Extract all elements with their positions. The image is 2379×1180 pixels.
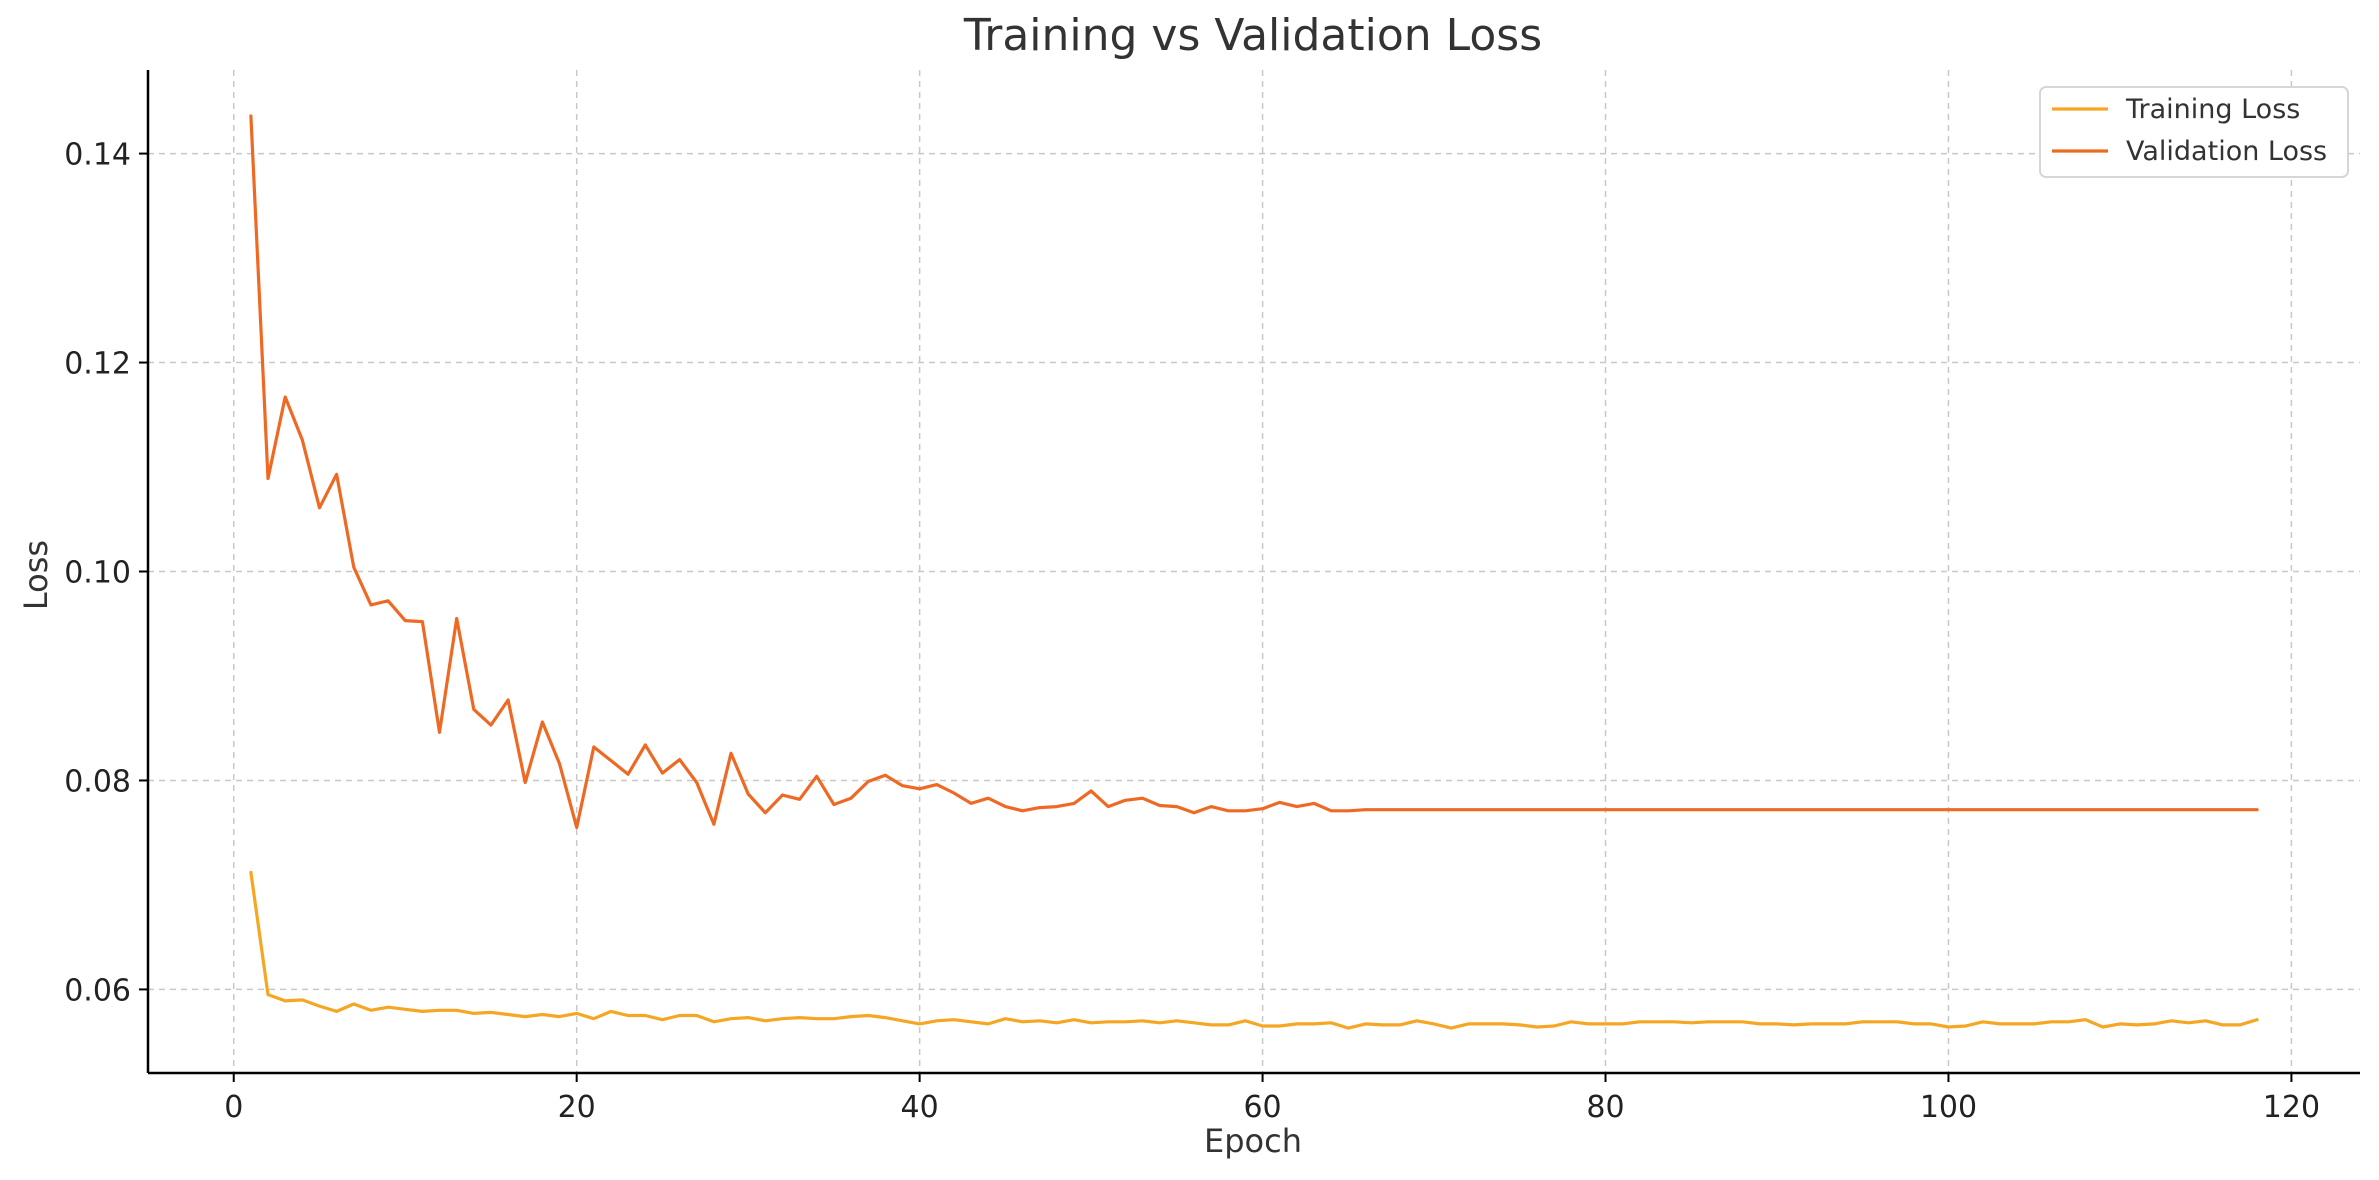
x-tick-label: 20 [558,1090,596,1125]
x-tick-label: 40 [901,1090,939,1125]
validation-loss-line [249,114,2259,830]
y-tick-label: 0.08 [64,764,131,799]
x-tick-label: 100 [1920,1090,1977,1125]
x-axis-label: Epoch [1204,1122,1302,1160]
series [249,114,2259,1030]
x-tick-label: 120 [2263,1090,2320,1125]
training-loss-line [249,870,2259,1030]
axes: 0 20 40 60 80 100 120 0.06 0.08 0.10 0.12 0.14 [64,70,2360,1125]
x-tick-label: 80 [1586,1090,1624,1125]
training-loss-legend-label: Training Loss [2125,94,2300,125]
grid [148,70,2360,1073]
legend-box [2039,86,2349,178]
y-tick-label: 0.10 [64,556,131,591]
legend: Training Loss Validation Loss [2039,86,2349,178]
y-axis-label: Loss [17,540,55,610]
x-tick-label: 0 [224,1090,243,1125]
chart-title: Training vs Validation Loss [963,10,1542,61]
y-tick-label: 0.06 [64,973,131,1008]
y-tick-label: 0.12 [64,347,131,382]
y-tick-label: 0.14 [64,138,131,173]
validation-loss-legend-label: Validation Loss [2126,136,2327,167]
x-tick-label: 60 [1243,1090,1281,1125]
